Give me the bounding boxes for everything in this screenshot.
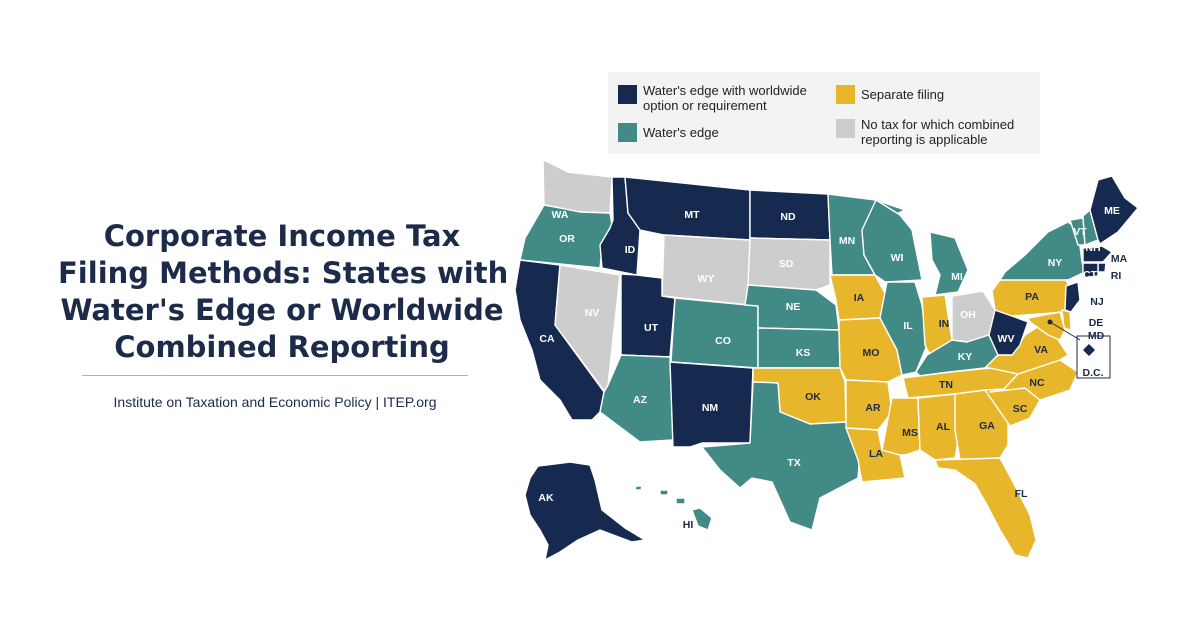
state-label-co: CO — [715, 335, 731, 347]
state-ma — [1082, 245, 1113, 263]
state-label-vt: VT — [1073, 226, 1087, 238]
state-label-mi: MI — [951, 271, 963, 283]
title-line: Corporate Income Tax — [103, 219, 461, 253]
dc-leader-line — [1049, 321, 1081, 341]
state-label-la: LA — [869, 448, 883, 460]
legend-label: Water's edge — [643, 125, 719, 140]
title-line: Filing Methods: States with — [58, 256, 509, 290]
state-label-in: IN — [939, 318, 950, 330]
state-label-nh: NH — [1085, 242, 1100, 254]
legend-swatch — [836, 85, 855, 104]
map-title: Corporate Income Tax Filing Methods: Sta… — [58, 218, 509, 366]
state-label-ut: UT — [644, 322, 659, 334]
state-label-az: AZ — [633, 394, 648, 406]
state-label-al: AL — [936, 421, 951, 433]
state-wa — [542, 159, 613, 214]
legend-label: Water's edge with worldwide option or re… — [643, 83, 807, 113]
legend-label: Separate filing — [861, 87, 945, 102]
state-ak — [524, 461, 646, 561]
state-label-ky: KY — [958, 351, 973, 363]
state-label-ca: CA — [539, 333, 555, 345]
state-label-tx: TX — [787, 457, 800, 469]
state-label-ok: OK — [805, 391, 821, 403]
state-tx — [701, 381, 861, 531]
state-label-wy: WY — [698, 273, 715, 285]
state-label-nv: NV — [585, 307, 600, 319]
source-credit: Institute on Taxation and Economic Polic… — [113, 394, 437, 410]
state-label-hi: HI — [683, 519, 694, 531]
state-label-nd: ND — [780, 211, 796, 223]
state-label-oh: OH — [960, 309, 976, 321]
map-legend: Water's edge with worldwide option or re… — [608, 72, 1040, 154]
state-label-id: ID — [625, 244, 636, 256]
state-label-mt: MT — [684, 209, 700, 221]
state-label-pa: PA — [1025, 291, 1039, 303]
state-label-nm: NM — [702, 402, 719, 414]
state-la — [845, 427, 906, 483]
state-label-or: OR — [559, 233, 575, 245]
state-ny — [999, 221, 1086, 281]
state-label-ga: GA — [979, 420, 995, 432]
state-label-va: VA — [1034, 344, 1048, 356]
state-fl — [934, 457, 1037, 559]
state-label-ny: NY — [1048, 257, 1063, 269]
state-label-sc: SC — [1013, 403, 1028, 415]
state-label-mo: MO — [863, 347, 880, 359]
state-label-ak: AK — [538, 492, 554, 504]
state-label-ia: IA — [854, 292, 865, 304]
state-label-dc: D.C. — [1083, 367, 1104, 379]
state-label-ar: AR — [865, 402, 881, 414]
state-wy — [661, 234, 751, 306]
state-label-nc: NC — [1029, 377, 1045, 389]
state-label-ma: MA — [1111, 253, 1128, 265]
state-mi — [929, 231, 969, 296]
dc-callout-box — [1076, 335, 1111, 379]
title-line: Water's Edge or Worldwide — [60, 293, 504, 327]
title-divider — [82, 375, 468, 376]
state-wi — [861, 199, 923, 283]
state-ct — [1082, 262, 1099, 279]
state-label-il: IL — [903, 320, 913, 332]
state-label-fl: FL — [1015, 488, 1028, 500]
state-label-mn: MN — [839, 235, 855, 247]
state-label-ms: MS — [902, 427, 918, 439]
state-me — [1089, 175, 1139, 245]
title-line: Combined Reporting — [114, 330, 450, 364]
state-sd — [747, 237, 831, 291]
state-hi — [634, 485, 713, 531]
state-label-ne: NE — [786, 301, 801, 313]
state-label-de: DE — [1089, 317, 1104, 329]
state-label-wi: WI — [891, 252, 904, 264]
state-label-sd: SD — [779, 258, 794, 270]
legend-swatch — [836, 119, 855, 138]
state-label-ks: KS — [796, 347, 811, 359]
state-co — [670, 297, 759, 369]
state-ar — [845, 379, 893, 431]
state-label-tn: TN — [939, 379, 953, 391]
state-nj — [1064, 281, 1081, 313]
state-label-ri: RI — [1111, 270, 1122, 282]
state-label-ct: CT — [1083, 269, 1098, 281]
state-ri — [1097, 262, 1107, 273]
state-label-me: ME — [1104, 205, 1120, 217]
state-md — [1027, 311, 1066, 341]
state-label-nj: NJ — [1090, 296, 1104, 308]
legend-swatch — [618, 123, 637, 142]
dc-location-dot — [1047, 319, 1053, 325]
state-dc — [1081, 342, 1097, 358]
legend-label: No tax for which combined reporting is a… — [861, 117, 1015, 147]
state-label-md: MD — [1088, 330, 1105, 342]
state-label-wa: WA — [552, 209, 569, 221]
state-label-wv: WV — [998, 333, 1015, 345]
legend-swatch — [618, 85, 637, 104]
